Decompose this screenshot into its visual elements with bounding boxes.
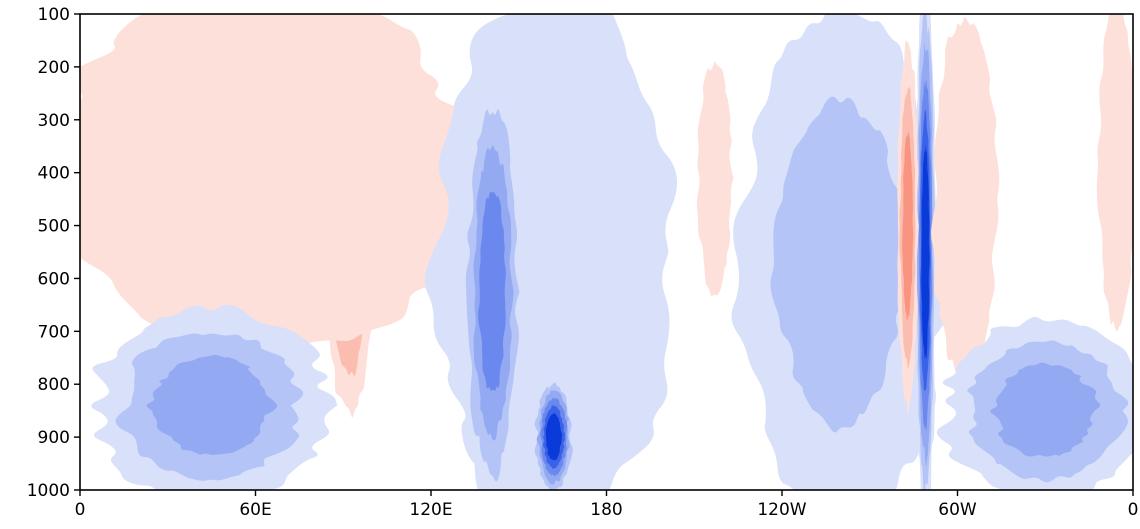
y-tick-label-6: 600: [38, 269, 70, 289]
y-tick-label-8: 800: [38, 375, 70, 395]
x-tick-label-7: 0: [1128, 500, 1139, 520]
contour-feature-5: [531, 375, 576, 490]
contour-feature-13: [1096, 14, 1133, 332]
x-tick-label-5: 120W: [757, 500, 806, 520]
contour-level-neg6: [545, 412, 563, 461]
y-axis: 100 200 300 400 500 600 700 800 900 1000: [27, 5, 80, 501]
contour-level-neg4: [478, 191, 506, 391]
y-tick-label-5: 500: [38, 217, 70, 237]
contour-feature-10: [897, 39, 919, 415]
contour-feature-9: [914, 14, 937, 490]
contour-feature-7: [696, 61, 734, 297]
contour-fill-layer: [80, 14, 1133, 490]
contour-feature-6: [91, 304, 338, 490]
x-axis: 0 60E 120E 180 120W 60W 0: [75, 490, 1139, 520]
contour-level-neg3: [146, 354, 278, 455]
contour-level-pos3: [902, 131, 914, 322]
x-tick-label-4: 180: [590, 500, 622, 520]
x-tick-label-2: 60E: [239, 500, 271, 520]
y-tick-label-7: 700: [38, 322, 70, 342]
y-tick-label-3: 300: [38, 111, 70, 131]
contour-feature-4: [462, 63, 525, 490]
x-tick-label-6: 60W: [938, 500, 977, 520]
y-tick-label-9: 900: [38, 428, 70, 448]
contour-level-pos1: [931, 17, 1000, 386]
y-tick-label-1: 100: [38, 5, 70, 25]
contour-level-pos1: [80, 14, 495, 358]
contour-level-neg3: [990, 362, 1101, 457]
y-tick-label-10: 1000: [27, 481, 70, 501]
y-tick-label-2: 200: [38, 58, 70, 78]
contour-feature-12: [936, 316, 1133, 490]
contour-level-neg2: [770, 96, 910, 433]
contour-level-neg6: [921, 145, 930, 360]
contour-level-pos1: [696, 61, 734, 297]
x-tick-label-1: 0: [75, 500, 86, 520]
contour-feature-8: [731, 14, 948, 490]
contour-feature-11: [931, 17, 1000, 386]
x-tick-label-3: 120E: [409, 500, 452, 520]
y-tick-label-4: 400: [38, 164, 70, 184]
contour-feature-2: [80, 14, 495, 358]
contour-level-pos1: [1096, 14, 1133, 332]
